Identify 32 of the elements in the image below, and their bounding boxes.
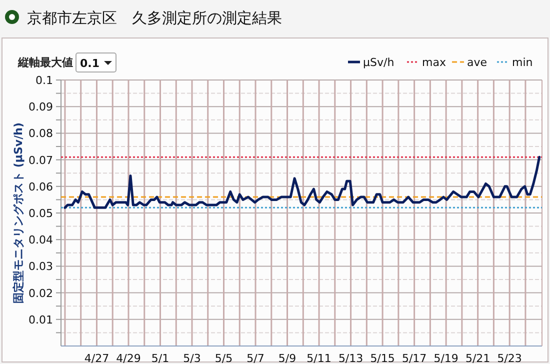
y-tick-label: 0.1 bbox=[36, 74, 53, 87]
y-tick-label: 0.08 bbox=[28, 127, 53, 140]
text: 0.1 bbox=[80, 57, 100, 70]
y-axis-title: 固定型モニタリングポスト (μSv/h) bbox=[12, 122, 25, 304]
legend-label: max bbox=[422, 56, 446, 69]
x-tick-label: 5/17 bbox=[402, 352, 427, 364]
x-tick-label: 5/1 bbox=[151, 352, 170, 364]
x-tick-label: 5/13 bbox=[338, 352, 364, 364]
x-tick-label: 5/5 bbox=[214, 352, 233, 364]
y-tick-label: 0.04 bbox=[28, 234, 53, 247]
x-tick-label: 5/11 bbox=[306, 352, 332, 364]
x-tick-label: 5/19 bbox=[434, 352, 458, 364]
x-tick-label: 5/9 bbox=[278, 352, 296, 364]
chart-title: 京都市左京区 久多測定所の測定結果 bbox=[27, 9, 282, 27]
x-tick-label: 5/21 bbox=[465, 352, 490, 364]
x-tick-label: 5/3 bbox=[183, 352, 201, 364]
x-tick-label: 4/29 bbox=[116, 352, 141, 364]
x-tick-label: 5/7 bbox=[246, 352, 264, 364]
y-tick-label: 0.09 bbox=[28, 100, 53, 114]
legend-label: μSv/h bbox=[363, 56, 394, 69]
y-tick-label: 0.02 bbox=[28, 286, 53, 300]
x-tick-label: 5/15 bbox=[370, 352, 395, 364]
x-tick-label: 5/23 bbox=[497, 352, 522, 364]
y-tick-label: 0.06 bbox=[28, 180, 53, 194]
legend-label: min bbox=[512, 56, 533, 69]
y-tick-label: 0.05 bbox=[28, 207, 53, 220]
x-tick-label: 4/27 bbox=[84, 352, 110, 364]
y-tick-label: 0.01 bbox=[28, 313, 53, 326]
y-tick-label: 0.03 bbox=[28, 260, 53, 274]
y-tick-label: 0.07 bbox=[28, 154, 53, 167]
legend-label: ave bbox=[467, 56, 488, 69]
text: 縦軸最大値 bbox=[17, 56, 73, 69]
